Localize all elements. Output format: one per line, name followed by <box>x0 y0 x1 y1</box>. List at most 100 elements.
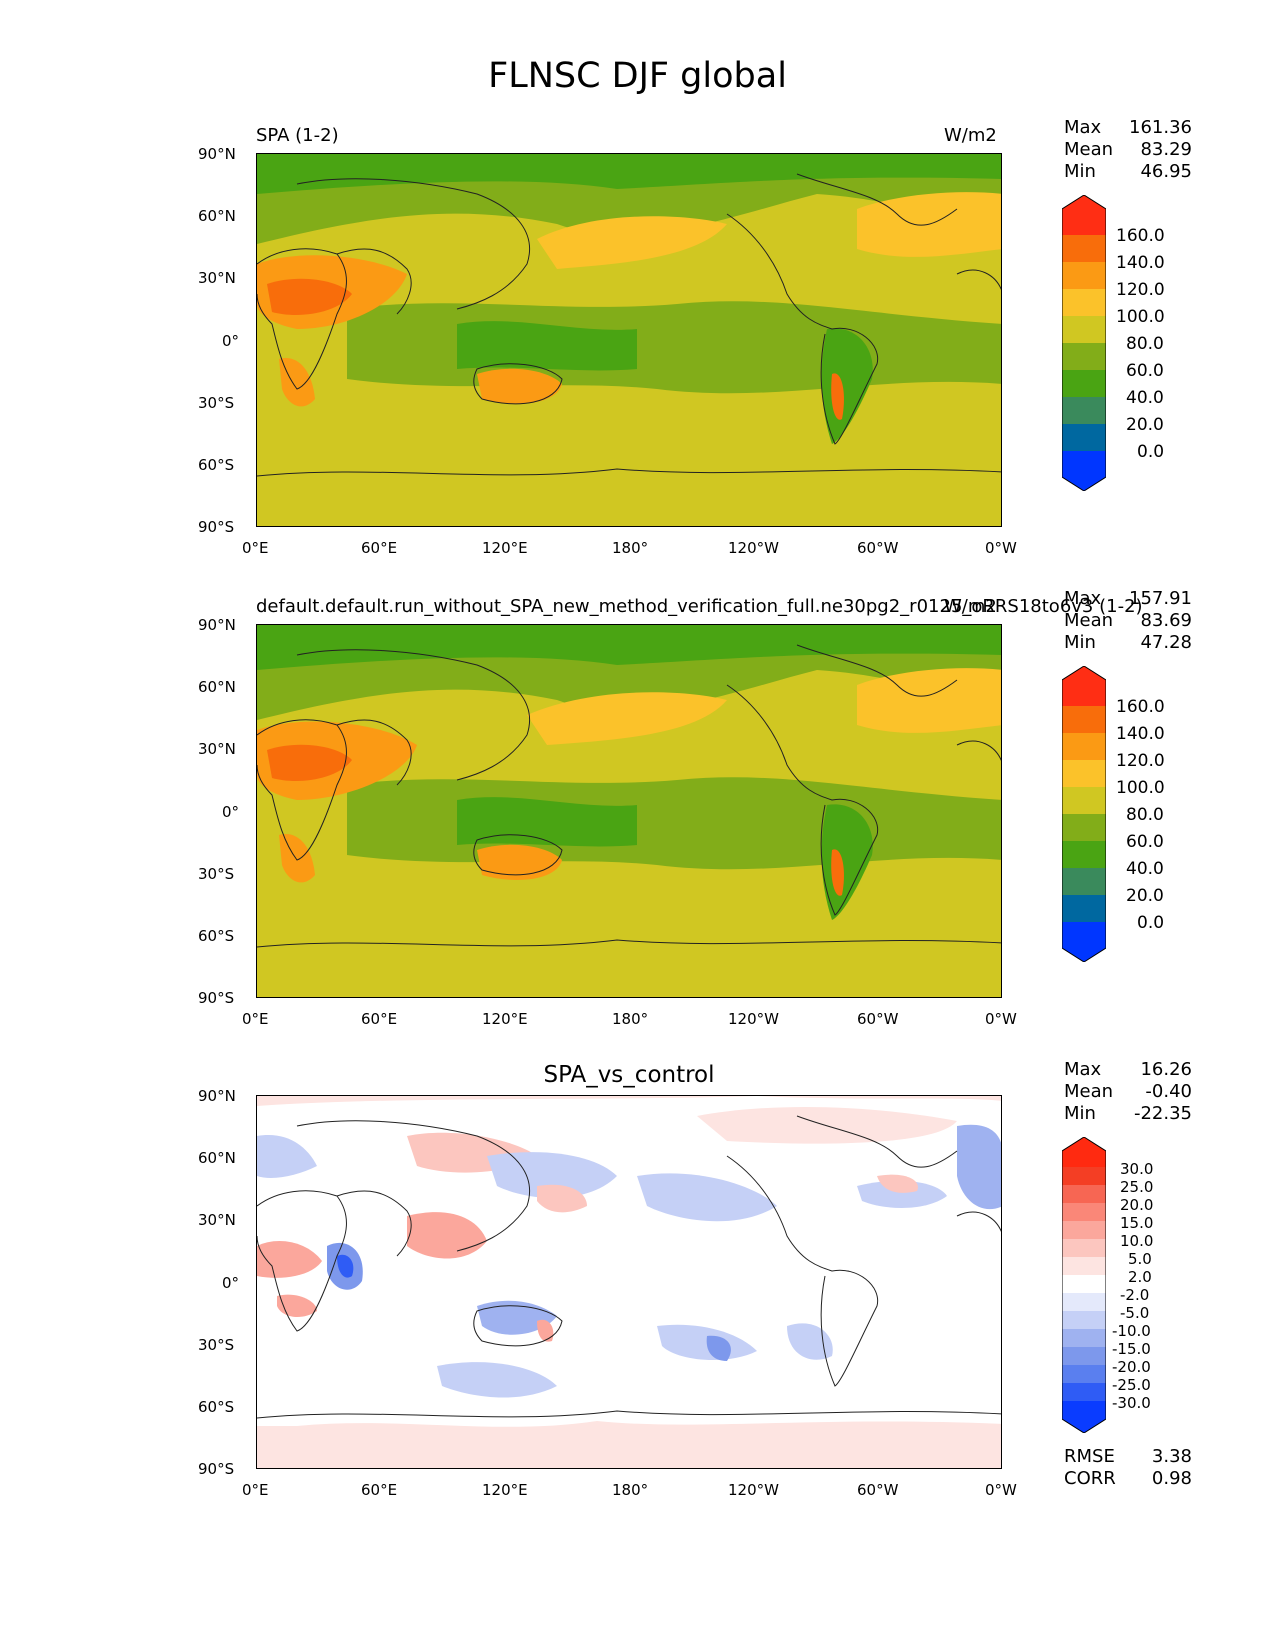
lat-tick: 90°N <box>198 1087 236 1105</box>
lat-tick: 0° <box>222 803 240 821</box>
australia-warm <box>477 368 562 404</box>
lon-tick: 180° <box>612 539 649 557</box>
colorbar-label: 0.0 <box>1137 442 1165 462</box>
colorbar-label: 160.0 <box>1116 226 1165 246</box>
arctic-core <box>257 154 1001 194</box>
lat-tick: 90°N <box>198 145 236 163</box>
lon-tick: 0°E <box>242 539 269 557</box>
colorbar-label: 20.0 <box>1126 415 1164 435</box>
stat-label: Mean <box>1064 139 1114 160</box>
stat-value: 83.69 <box>1140 610 1192 631</box>
stat-value: -22.35 <box>1133 1103 1192 1124</box>
panel1-stats: Max 161.36 Mean 83.29 Min 46.95 <box>1064 117 1192 183</box>
lat-tick: 60°N <box>198 1149 236 1167</box>
stat-value: 46.95 <box>1140 161 1192 182</box>
panel3-title: SPA_vs_control <box>543 1062 715 1088</box>
colorbar-label: 20.0 <box>1120 1196 1154 1214</box>
lat-tick: 30°N <box>198 269 236 287</box>
colorbar-label: 140.0 <box>1116 253 1165 273</box>
north-pacific-warm <box>537 216 727 269</box>
panel3-map <box>256 1095 1002 1469</box>
south-africa-warm <box>279 358 315 407</box>
panel1-units: W/m2 <box>944 125 997 146</box>
colorbar-label: 160.0 <box>1116 697 1165 717</box>
lat-tick: 30°S <box>198 394 235 412</box>
figure-title: FLNSC DJF global <box>488 56 787 96</box>
colorbar-label: 0.0 <box>1137 913 1165 933</box>
lat-tick: 0° <box>222 332 240 350</box>
lon-tick: 60°E <box>361 1010 398 1028</box>
metric-label: CORR <box>1064 1468 1116 1489</box>
lat-tick: 90°N <box>198 616 236 634</box>
panel2-title: default.default.run_without_SPA_new_meth… <box>256 596 1143 617</box>
stat-value: 161.36 <box>1129 117 1192 138</box>
colorbar-label: 5.0 <box>1128 1250 1152 1268</box>
panel1-map <box>256 153 1002 527</box>
panel2-units: W/m2 <box>944 596 997 617</box>
colorbar-label: -20.0 <box>1112 1358 1151 1376</box>
panel2-colorbar <box>1062 666 1106 962</box>
panel3-metrics: RMSE 3.38 CORR 0.98 <box>1064 1446 1192 1490</box>
colorbar-label: 60.0 <box>1126 361 1164 381</box>
stat-value: -0.40 <box>1145 1081 1192 1102</box>
colorbar-label: 140.0 <box>1116 724 1165 744</box>
lon-tick: 0°W <box>985 1481 1017 1499</box>
colorbar-label: 40.0 <box>1126 388 1164 408</box>
colorbar-label: -15.0 <box>1112 1340 1151 1358</box>
metric-value: 3.38 <box>1151 1446 1192 1467</box>
lat-tick: 30°N <box>198 740 236 758</box>
metric-label: RMSE <box>1064 1446 1115 1467</box>
lat-tick: 90°S <box>198 518 235 536</box>
lat-tick: 60°N <box>198 207 236 225</box>
colorbar-label: 10.0 <box>1120 1232 1154 1250</box>
stat-label: Min <box>1064 1103 1096 1124</box>
lon-tick: 60°E <box>361 1481 398 1499</box>
lon-tick: 180° <box>612 1010 649 1028</box>
colorbar-label: 40.0 <box>1126 859 1164 879</box>
colorbar-label: 80.0 <box>1126 334 1164 354</box>
stat-label: Mean <box>1064 610 1114 631</box>
lon-tick: 180° <box>612 1481 649 1499</box>
stat-value: 157.91 <box>1129 588 1192 609</box>
lon-tick: 0°W <box>985 539 1017 557</box>
stat-value: 16.26 <box>1140 1059 1192 1080</box>
stat-label: Max <box>1064 588 1102 609</box>
panel2-map <box>256 624 1002 998</box>
lat-tick: 30°N <box>198 1211 236 1229</box>
amazon-cool <box>821 328 873 444</box>
panel1-title: SPA (1-2) <box>256 125 339 146</box>
stat-label: Max <box>1064 1059 1102 1080</box>
lat-tick: 60°S <box>198 927 235 945</box>
andes-warm <box>831 373 844 420</box>
lon-tick: 60°W <box>857 1010 899 1028</box>
lat-tick: 60°S <box>198 1398 235 1416</box>
colorbar-label: -5.0 <box>1120 1304 1150 1322</box>
lon-tick: 120°W <box>728 1481 779 1499</box>
colorbar-label: 15.0 <box>1120 1214 1154 1232</box>
lat-tick: 60°S <box>198 456 235 474</box>
colorbar-label: -30.0 <box>1112 1394 1151 1412</box>
panel2-stats: Max 157.91 Mean 83.69 Min 47.28 <box>1064 588 1192 654</box>
lat-tick: 60°N <box>198 678 236 696</box>
colorbar-label: -25.0 <box>1112 1376 1151 1394</box>
colorbar-label: -2.0 <box>1120 1286 1150 1304</box>
colorbar-label: 120.0 <box>1116 751 1165 771</box>
lon-tick: 120°W <box>728 539 779 557</box>
colorbar-label: 100.0 <box>1116 778 1165 798</box>
lon-tick: 120°E <box>482 539 528 557</box>
coastlines <box>257 173 1001 477</box>
lat-tick: 0° <box>222 1274 240 1292</box>
stat-label: Max <box>1064 117 1102 138</box>
lon-tick: 120°E <box>482 1481 528 1499</box>
colorbar-label: 25.0 <box>1120 1178 1154 1196</box>
panel3-colorbar <box>1062 1137 1106 1433</box>
panel3-stats: Max 16.26 Mean -0.40 Min -22.35 <box>1064 1059 1192 1125</box>
lon-tick: 120°E <box>482 1010 528 1028</box>
panel1-colorbar <box>1062 195 1106 491</box>
metric-value: 0.98 <box>1151 1468 1192 1489</box>
colorbar-label: 20.0 <box>1126 886 1164 906</box>
colorbar-label: 60.0 <box>1126 832 1164 852</box>
colorbar-label: 80.0 <box>1126 805 1164 825</box>
lon-tick: 120°W <box>728 1010 779 1028</box>
colorbar-label: 2.0 <box>1128 1268 1152 1286</box>
